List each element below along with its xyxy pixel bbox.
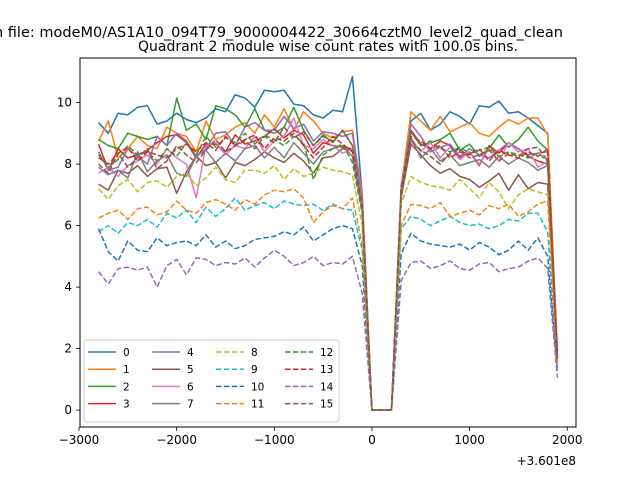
x-tick-label: −1000 [254,433,295,447]
series-line-7 [98,137,559,411]
series-line-9 [98,197,559,411]
legend-label-15: 15 [320,399,333,411]
y-axis: 0 2 4 6 8 10 [57,96,80,417]
y-tick-label: 4 [64,280,72,294]
legend-label-14: 14 [320,381,334,393]
series-line-15 [98,126,559,411]
x-axis: −3000 −2000 −1000 0 1000 2000 [59,427,583,447]
legend-label-1: 1 [123,364,130,376]
x-tick-label: 0 [368,433,376,447]
legend-label-3: 3 [123,399,130,411]
legend-label-9: 9 [251,364,258,376]
y-tick-label: 8 [64,157,72,171]
series-line-13 [98,132,559,411]
y-tick-label: 2 [64,342,72,356]
series-line-1 [97,107,559,411]
legend-label-5: 5 [187,364,194,376]
y-tick-label: 6 [64,219,72,233]
x-offset-label: +3.601e8 [517,454,576,468]
series-line-4 [97,115,559,411]
legend-label-12: 12 [320,347,333,359]
legend-label-4: 4 [187,347,194,359]
x-tick-label: −2000 [156,433,197,447]
series-line-8 [98,164,559,411]
figure-suptitle: n file: modeM0/AS1A10_094T79_9000004422_… [0,25,563,41]
legend-label-8: 8 [251,347,258,359]
x-tick-label: 2000 [552,433,583,447]
chart-title: Quadrant 2 module wise count rates with … [138,39,518,55]
series-line-5 [98,143,559,411]
legend-label-6: 6 [187,381,194,393]
series-line-11 [98,187,559,411]
legend-label-11: 11 [251,399,264,411]
legend-label-13: 13 [320,364,333,376]
y-tick-label: 0 [64,403,72,417]
y-tick-label: 10 [57,96,72,110]
x-tick-label: 1000 [454,433,485,447]
series-line-10 [97,224,559,411]
plot-area [97,75,559,411]
legend-label-7: 7 [187,399,194,411]
legend-frame [83,339,340,423]
x-tick-label: −3000 [59,433,100,447]
series-line-14 [98,249,559,411]
axes-frame [79,57,577,428]
series-line-0 [98,75,559,411]
legend-label-10: 10 [251,381,264,393]
legend-label-0: 0 [123,347,130,359]
legend-label-2: 2 [123,381,130,393]
